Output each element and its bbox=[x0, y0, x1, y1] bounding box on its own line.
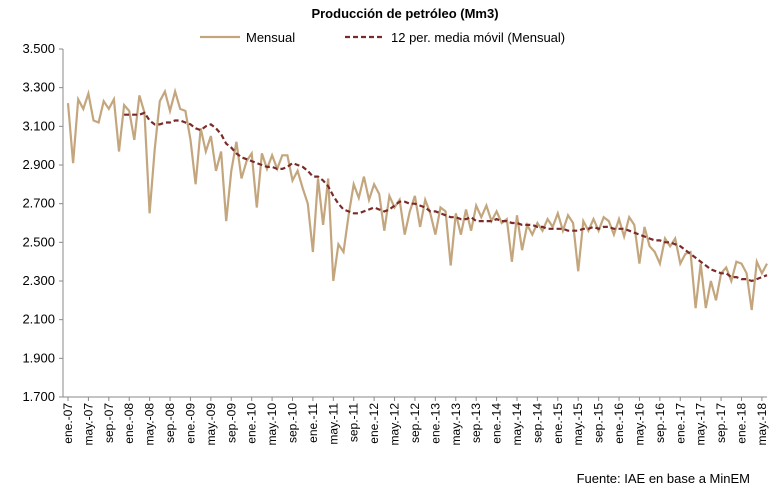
y-tick-label: 3.300 bbox=[22, 80, 55, 95]
x-tick-label: sep.-10 bbox=[285, 403, 299, 443]
x-tick-label: may.-16 bbox=[632, 403, 646, 446]
y-tick-label: 2.300 bbox=[22, 273, 55, 288]
x-tick-label: sep.-07 bbox=[102, 403, 116, 443]
x-tick-label: sep.-16 bbox=[653, 403, 667, 443]
x-tick-label: sep.-14 bbox=[530, 403, 544, 443]
y-tick-label: 3.500 bbox=[22, 41, 55, 56]
y-tick-label: 1.900 bbox=[22, 350, 55, 365]
x-tick-label: may.-15 bbox=[571, 403, 585, 446]
x-tick-label: ene.-14 bbox=[490, 403, 504, 444]
x-tick-label: may.-08 bbox=[143, 403, 157, 446]
x-tick-label: may.-13 bbox=[449, 403, 463, 446]
x-tick-label: may.-18 bbox=[755, 403, 769, 446]
y-tick-label: 2.500 bbox=[22, 234, 55, 249]
x-tick-label: ene.-15 bbox=[551, 403, 565, 444]
series-line bbox=[124, 111, 768, 283]
y-tick-label: 2.100 bbox=[22, 312, 55, 327]
y-tick-label: 2.700 bbox=[22, 196, 55, 211]
x-tick-label: ene.-12 bbox=[367, 403, 381, 444]
series-line bbox=[66, 87, 768, 311]
source-note: Fuente: IAE en base a MinEM bbox=[577, 471, 750, 486]
x-tick-label: ene.-17 bbox=[673, 403, 687, 444]
x-tick-label: may.-11 bbox=[326, 403, 340, 445]
y-tick-label: 3.100 bbox=[22, 118, 55, 133]
x-tick-label: may.-14 bbox=[510, 403, 524, 446]
x-tick-label: ene.-11 bbox=[306, 403, 320, 443]
chart-title: Producción de petróleo (Mm3) bbox=[311, 6, 498, 21]
x-tick-label: sep.-15 bbox=[592, 403, 606, 443]
x-tick-label: ene.-10 bbox=[245, 403, 259, 444]
x-tick-label: ene.-08 bbox=[122, 403, 136, 444]
y-tick-label: 2.900 bbox=[22, 157, 55, 172]
x-tick-label: ene.-13 bbox=[428, 403, 442, 444]
x-tick-label: sep.-12 bbox=[408, 403, 422, 443]
x-tick-label: ene.-09 bbox=[183, 403, 197, 444]
x-tick-label: sep.-08 bbox=[163, 403, 177, 443]
x-tick-label: may.-12 bbox=[388, 403, 402, 446]
x-tick-label: sep.-11 bbox=[347, 403, 361, 442]
x-tick-label: sep.-13 bbox=[469, 403, 483, 443]
x-tick-label: sep.-17 bbox=[714, 403, 728, 443]
x-tick-label: ene.-07 bbox=[61, 403, 75, 444]
legend-label: 12 per. media móvil (Mensual) bbox=[391, 30, 565, 45]
x-tick-label: sep.-09 bbox=[224, 403, 238, 443]
x-tick-label: ene.-18 bbox=[734, 403, 748, 444]
x-tick-label: ene.-16 bbox=[612, 403, 626, 444]
legend-label: Mensual bbox=[246, 30, 295, 45]
x-tick-label: may.-07 bbox=[81, 403, 95, 446]
x-tick-label: may.-10 bbox=[265, 403, 279, 446]
x-tick-label: may.-09 bbox=[204, 403, 218, 446]
x-tick-label: may.-17 bbox=[694, 403, 708, 446]
y-tick-label: 1.700 bbox=[22, 389, 55, 404]
